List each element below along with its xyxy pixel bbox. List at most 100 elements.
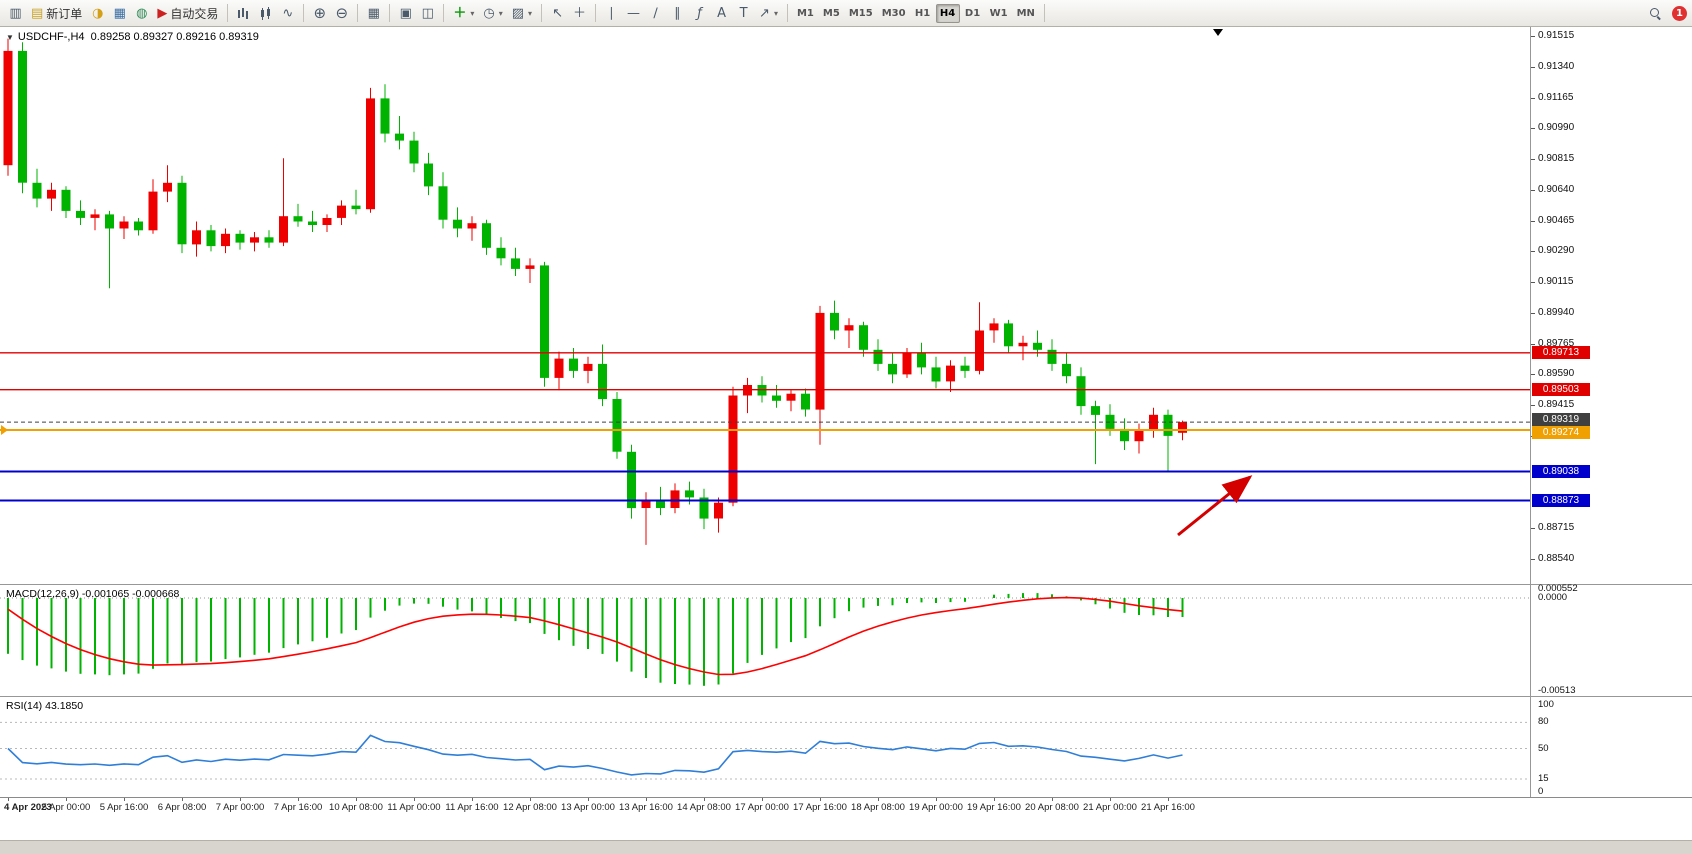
time-label: 13 Apr 00:00: [561, 802, 615, 813]
price-tick-mark: [1531, 190, 1535, 191]
timeframe-button-h1[interactable]: H1: [911, 4, 935, 23]
zoom-in-button[interactable]: ⊕: [309, 3, 330, 24]
bar-chart-button[interactable]: [233, 3, 254, 24]
time-label: 5 Apr 00:00: [41, 802, 91, 813]
auto-trading-button[interactable]: ▶ 自动交易: [153, 3, 222, 24]
cursor-button[interactable]: ↖: [547, 3, 568, 24]
chart-area: ▼ USDCHF-,H4 0.89258 0.89327 0.89216 0.89…: [0, 27, 1692, 819]
price-chart-canvas[interactable]: [0, 27, 1530, 584]
price-tick-label: 0.88540: [1538, 553, 1575, 564]
time-tick-mark: [994, 798, 995, 801]
time-label: 13 Apr 16:00: [619, 802, 673, 813]
auto-trading-label: 自动交易: [170, 6, 219, 21]
price-tag-0.89038: 0.89038: [1532, 465, 1590, 478]
price-tick-label: 0.88715: [1538, 522, 1575, 533]
time-label: 7 Apr 16:00: [273, 802, 323, 813]
price-tick-label: 0.90465: [1538, 215, 1575, 226]
dropdown-caret-icon: ▾: [470, 8, 475, 18]
macd-canvas[interactable]: [0, 586, 1530, 696]
time-tick-mark: [646, 798, 647, 801]
price-tick-mark: [1531, 251, 1535, 252]
price-tick-label: 0.89765: [1538, 338, 1575, 349]
toolbar-separator: [357, 4, 359, 22]
time-label: 11 Apr 00:00: [387, 802, 441, 813]
time-tick-mark: [1110, 798, 1111, 801]
horizontal-line-button[interactable]: —: [623, 3, 644, 24]
cascade-window-button[interactable]: ◫: [417, 3, 438, 24]
navigator-button[interactable]: ◍: [131, 3, 152, 24]
notifications-badge[interactable]: 1: [1672, 5, 1687, 21]
time-tick-mark: [588, 798, 589, 801]
arrow-tool-icon: ↗: [759, 5, 770, 21]
timeframe-button-m1[interactable]: M1: [793, 4, 818, 23]
status-strip: [0, 840, 1692, 854]
timeframe-button-h4[interactable]: H4: [935, 3, 960, 23]
fibonacci-button[interactable]: ƒ: [689, 3, 710, 24]
toolbar-separator: [227, 4, 229, 22]
data-window-button[interactable]: ▦: [109, 3, 130, 24]
search-button[interactable]: [1645, 3, 1666, 24]
price-tag-0.89713: 0.89713: [1532, 346, 1590, 359]
timeframe-button-d1[interactable]: D1: [961, 4, 985, 23]
time-tick-mark: [530, 798, 531, 801]
time-tick-mark: [66, 798, 67, 801]
toolbar-separator: [595, 4, 597, 22]
cursor-icon: ↖: [552, 5, 563, 21]
toolbar-separator: [389, 4, 391, 22]
vertical-line-button[interactable]: ∣: [601, 3, 622, 24]
zoom-out-button[interactable]: ⊖: [331, 3, 352, 24]
timeframe-button-w1[interactable]: W1: [986, 4, 1012, 23]
time-label: 4 Apr 2023: [4, 802, 52, 813]
trendline-button[interactable]: ∕: [645, 3, 666, 24]
timeframe-button-m5[interactable]: M5: [819, 4, 844, 23]
timeframe-group: M1 M5 M15 M30 H1 H4 D1 W1 MN: [793, 3, 1039, 23]
crosshair-button[interactable]: ＋: [569, 3, 590, 24]
arrows-button[interactable]: ↗ ▾: [755, 3, 782, 24]
line-chart-icon: ∿: [282, 5, 294, 21]
time-tick-mark: [704, 798, 705, 801]
dropdown-caret-icon: ▾: [498, 8, 503, 18]
price-tick-mark: [1531, 98, 1535, 99]
macd-axis-label: 0.000552: [1538, 583, 1578, 594]
line-chart-button[interactable]: ∿: [277, 3, 298, 24]
time-tick-mark: [356, 798, 357, 801]
data-window-icon: ▦: [113, 5, 126, 21]
timeframe-button-m15[interactable]: M15: [845, 4, 877, 23]
time-tick-mark: [878, 798, 879, 801]
time-tick-mark: [472, 798, 473, 801]
timeframe-button-m30[interactable]: M30: [878, 4, 910, 23]
periods-button[interactable]: ◷ ▾: [479, 3, 506, 24]
new-order-icon: ▤: [31, 5, 44, 21]
price-tick-mark: [1531, 344, 1535, 345]
time-label: 6 Apr 08:00: [157, 802, 207, 813]
dropdown-caret-icon: ▾: [773, 8, 778, 18]
price-tick-mark: [1531, 405, 1535, 406]
windows-cascade-icon: ◫: [421, 5, 434, 21]
search-icon: [1649, 7, 1662, 20]
price-tick-label: 0.91165: [1538, 92, 1574, 103]
indicators-button[interactable]: ＋ ▾: [449, 3, 478, 24]
chart-title: ▼ USDCHF-,H4 0.89258 0.89327 0.89216 0.89…: [6, 31, 259, 43]
candlestick-icon: [259, 6, 273, 20]
window-icon: ▣: [399, 5, 412, 21]
pane-separator[interactable]: [0, 584, 1692, 585]
zoom-out-icon: ⊖: [335, 3, 349, 22]
new-order-button[interactable]: ▤ 新订单: [27, 3, 86, 24]
price-axis: 0.91515 0.91340 0.91165 0.90990 0.90815 0.906…: [1531, 27, 1692, 797]
templates-button[interactable]: ▨ ▾: [508, 3, 536, 24]
rsi-canvas[interactable]: [0, 698, 1530, 796]
channel-button[interactable]: ∥: [667, 3, 688, 24]
time-label: 19 Apr 16:00: [967, 802, 1021, 813]
market-watch-icon: ◑: [92, 5, 104, 21]
chart-window-button[interactable]: ▥: [5, 3, 26, 24]
text-button[interactable]: A: [711, 3, 732, 24]
tile-windows-button[interactable]: ▦: [363, 3, 384, 24]
market-watch-button[interactable]: ◑: [87, 3, 108, 24]
timeframe-button-mn[interactable]: MN: [1013, 4, 1039, 23]
pane-separator[interactable]: [0, 696, 1692, 697]
label-button[interactable]: T: [733, 3, 754, 24]
new-window-button[interactable]: ▣: [395, 3, 416, 24]
chart-ohlc-values: 0.89258 0.89327 0.89216 0.89319: [90, 31, 259, 43]
one-click-trading-icon[interactable]: ▼: [6, 33, 14, 42]
candlestick-button[interactable]: [255, 3, 276, 24]
